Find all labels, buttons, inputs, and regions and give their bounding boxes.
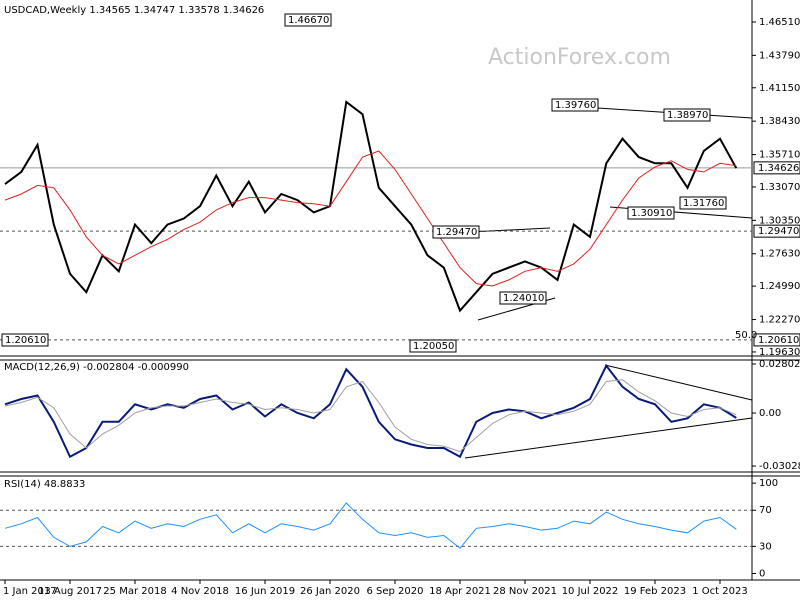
price-header: USDCAD,Weekly 1.34565 1.34747 1.33578 1.…	[4, 5, 264, 16]
series-line	[4, 100, 738, 313]
series-line	[4, 379, 737, 453]
annotation: 1.39760	[555, 100, 596, 111]
y-tick-label: 30	[759, 541, 772, 552]
x-tick-label: 10 Jul 2022	[562, 586, 619, 597]
annotation-box	[663, 108, 711, 122]
annotation: 1.24010	[503, 293, 544, 304]
watermark: ActionForex.com	[488, 45, 671, 70]
annotation: 1.38970	[667, 110, 708, 121]
y-tick-label: 1.30350	[759, 215, 800, 226]
y-tick-label: 0.028028	[759, 359, 800, 370]
annotation-box	[679, 196, 727, 210]
series-line	[4, 502, 737, 549]
x-tick-label: 1 Oct 2023	[692, 586, 747, 597]
annotation-box	[284, 13, 332, 27]
annotation-box	[409, 339, 457, 353]
y-tick-label: 1.22270	[759, 315, 800, 326]
x-tick-label: 6 Sep 2020	[366, 586, 423, 597]
annotation: 1.20050	[413, 341, 454, 352]
rsi-header: RSI(14) 48.8833	[4, 479, 85, 490]
trendline	[464, 417, 753, 459]
trendline	[469, 227, 551, 233]
trendline	[604, 364, 753, 401]
annotation-box	[499, 291, 547, 305]
y-tick-label: 70	[759, 505, 772, 516]
annotation: 1.46670	[288, 15, 329, 26]
y-tick-label: 1.41150	[759, 83, 800, 94]
y-tick-label: -0.030286	[759, 461, 800, 472]
x-tick-label: 28 Nov 2021	[493, 586, 557, 597]
annotation-box	[627, 206, 675, 220]
x-tick-label: 25 Mar 2018	[103, 586, 166, 597]
level-label-box	[753, 224, 800, 238]
x-tick-label: 19 Feb 2023	[624, 586, 686, 597]
level-label-box	[753, 161, 800, 175]
y-tick-label: 0	[759, 568, 765, 579]
level-label-box	[753, 333, 800, 347]
x-tick-label: 16 Jun 2019	[235, 586, 295, 597]
x-tick-label: 1 Jan 2017	[3, 586, 57, 597]
y-tick-label: 1.27630	[759, 249, 800, 260]
y-tick-label: 1.35710	[759, 150, 800, 161]
annotation: 1.30910	[631, 208, 672, 219]
annotation: 1.29470	[436, 227, 477, 238]
y-tick-label: 0.00	[759, 408, 781, 419]
level-label: 1.34626	[758, 163, 799, 174]
series-line	[4, 150, 737, 287]
y-tick-label: 1.19630	[759, 347, 800, 358]
y-tick-label: 100	[759, 478, 778, 489]
y-tick-label: 1.38430	[759, 116, 800, 127]
x-tick-label: 26 Jan 2020	[300, 586, 360, 597]
y-tick-label: 1.43790	[759, 50, 800, 61]
level-label: 1.29470	[758, 226, 799, 237]
x-tick-label: 13 Aug 2017	[38, 586, 102, 597]
y-tick-label: 1.24990	[759, 281, 800, 292]
annotation: 1.20610	[5, 335, 46, 346]
x-tick-label: 18 Apr 2021	[429, 586, 491, 597]
annotation: 1.31760	[683, 198, 724, 209]
series-line	[4, 363, 737, 459]
annotation-box	[432, 225, 480, 239]
y-tick-label: 1.46510	[759, 17, 800, 28]
x-tick-label: 4 Nov 2018	[171, 586, 229, 597]
annotation-box	[1, 333, 49, 347]
level-label: 1.20610	[758, 335, 799, 346]
macd-header: MACD(12,26,9) -0.002804 -0.000990	[4, 362, 189, 373]
annotation: 50.0	[735, 330, 757, 341]
y-tick-label: 1.33070	[759, 182, 800, 193]
annotation-box	[551, 98, 599, 112]
